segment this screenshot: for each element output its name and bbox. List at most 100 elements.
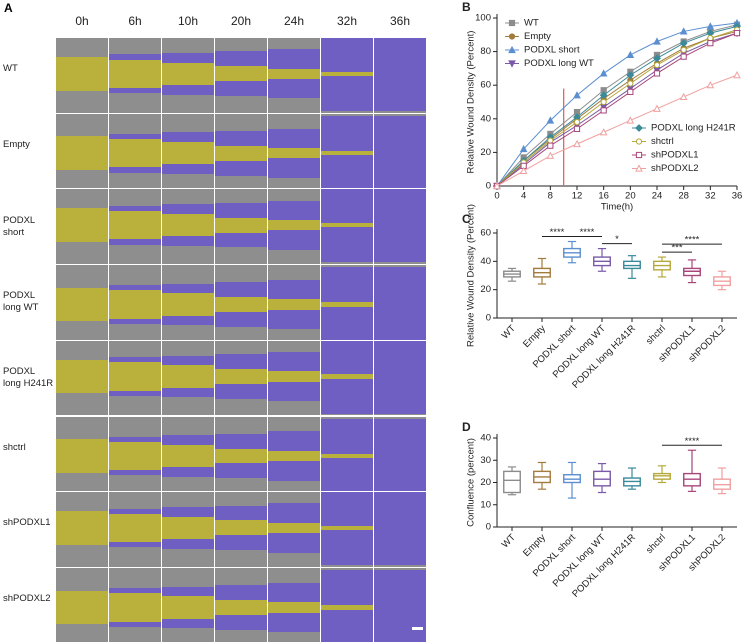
micrograph — [215, 340, 267, 416]
column-header: 10h — [177, 14, 199, 28]
series-line — [496, 29, 738, 187]
x-tick-label: 28 — [678, 191, 689, 202]
wound-area — [321, 302, 373, 307]
significance-label: * — [615, 234, 619, 245]
micrograph — [374, 189, 426, 264]
marker — [546, 151, 555, 159]
marker — [600, 107, 607, 114]
legend-label: PODXL short — [524, 45, 580, 56]
wound-area — [109, 441, 161, 471]
row-label: Empty — [3, 138, 30, 150]
wound-area — [56, 287, 108, 322]
marker — [599, 69, 608, 77]
x-axis-title: Time(h) — [601, 202, 633, 213]
x-tick-label: shctrl — [644, 323, 668, 347]
marker — [706, 81, 715, 89]
row-label: shctrl — [3, 441, 26, 453]
micrograph — [268, 189, 320, 264]
micrograph — [109, 189, 161, 264]
micrograph — [321, 113, 373, 189]
legend-marker — [508, 33, 516, 40]
wound-area — [215, 66, 267, 82]
micrograph — [109, 492, 161, 567]
micrograph — [268, 340, 320, 416]
micrograph — [215, 492, 267, 567]
wound-area — [162, 213, 214, 237]
y-tick-label: 20 — [480, 147, 491, 158]
micrograph — [215, 265, 267, 340]
y-tick-label: 20 — [480, 477, 491, 488]
y-tick-label: 20 — [480, 284, 491, 295]
significance-label: **** — [550, 227, 565, 238]
micrograph — [109, 416, 161, 491]
marker — [653, 104, 661, 112]
marker — [679, 39, 688, 48]
marker — [653, 54, 661, 63]
micrograph — [321, 492, 373, 567]
x-tick-label: 32 — [705, 191, 716, 202]
micrograph — [268, 492, 320, 567]
y-axis-title: Relative Wound Density (Percent) — [466, 204, 477, 347]
micrograph — [215, 567, 267, 643]
micrograph — [374, 265, 426, 340]
wound-area — [162, 293, 214, 316]
marker — [707, 40, 714, 47]
row-label: PODXL long WT — [3, 290, 39, 314]
wound-area — [321, 222, 373, 228]
wound-area — [56, 590, 108, 625]
marker — [546, 116, 555, 124]
series-line — [496, 25, 738, 187]
micrograph — [56, 265, 108, 340]
micrograph — [162, 416, 214, 491]
x-tick-label: Empty — [521, 532, 548, 559]
x-tick-label: 0 — [494, 191, 499, 202]
y-tick-label: 80 — [480, 46, 491, 57]
legend-marker — [508, 19, 516, 27]
migrated-area — [374, 189, 426, 263]
wound-area — [321, 150, 373, 156]
legend-label: PODXL long H241R — [651, 123, 736, 134]
wound-area — [321, 525, 373, 531]
marker — [707, 35, 714, 42]
micrograph — [162, 113, 214, 189]
wound-area — [56, 56, 108, 91]
column-header: 32h — [336, 14, 358, 28]
series-line — [496, 32, 738, 187]
y-tick-label: 0 — [486, 181, 491, 192]
micrograph — [374, 38, 426, 113]
micrograph — [321, 38, 373, 113]
wound-area — [162, 596, 214, 619]
wound-area — [109, 290, 161, 319]
wound-area — [321, 71, 373, 76]
micrograph — [56, 38, 108, 113]
x-tick-label: PODXL long WT — [551, 323, 608, 380]
marker — [706, 22, 715, 30]
marker — [627, 80, 634, 87]
wound-area — [215, 520, 267, 536]
column-header: 6h — [128, 14, 142, 28]
panel-label: A — [4, 1, 13, 15]
marker — [599, 91, 608, 100]
significance-label: *** — [671, 243, 682, 254]
micrograph — [162, 492, 214, 567]
legend-marker — [508, 45, 516, 54]
micrograph — [215, 113, 267, 189]
wound-area — [321, 605, 373, 610]
wound-area — [162, 444, 214, 468]
micrograph — [56, 567, 108, 643]
micrograph — [162, 265, 214, 340]
migrated-area — [374, 267, 426, 340]
y-tick-label: 60 — [480, 228, 491, 239]
wound-area — [109, 59, 161, 88]
micrograph — [321, 265, 373, 340]
micrograph — [374, 492, 426, 567]
y-tick-label: 40 — [480, 113, 491, 124]
column-header: 20h — [230, 14, 252, 28]
x-tick-label: WT — [500, 532, 518, 550]
wound-area — [215, 599, 267, 615]
micrograph — [268, 113, 320, 189]
micrograph — [56, 492, 108, 567]
micrograph — [215, 189, 267, 264]
marker — [680, 46, 687, 54]
legend-label: WT — [524, 18, 539, 29]
